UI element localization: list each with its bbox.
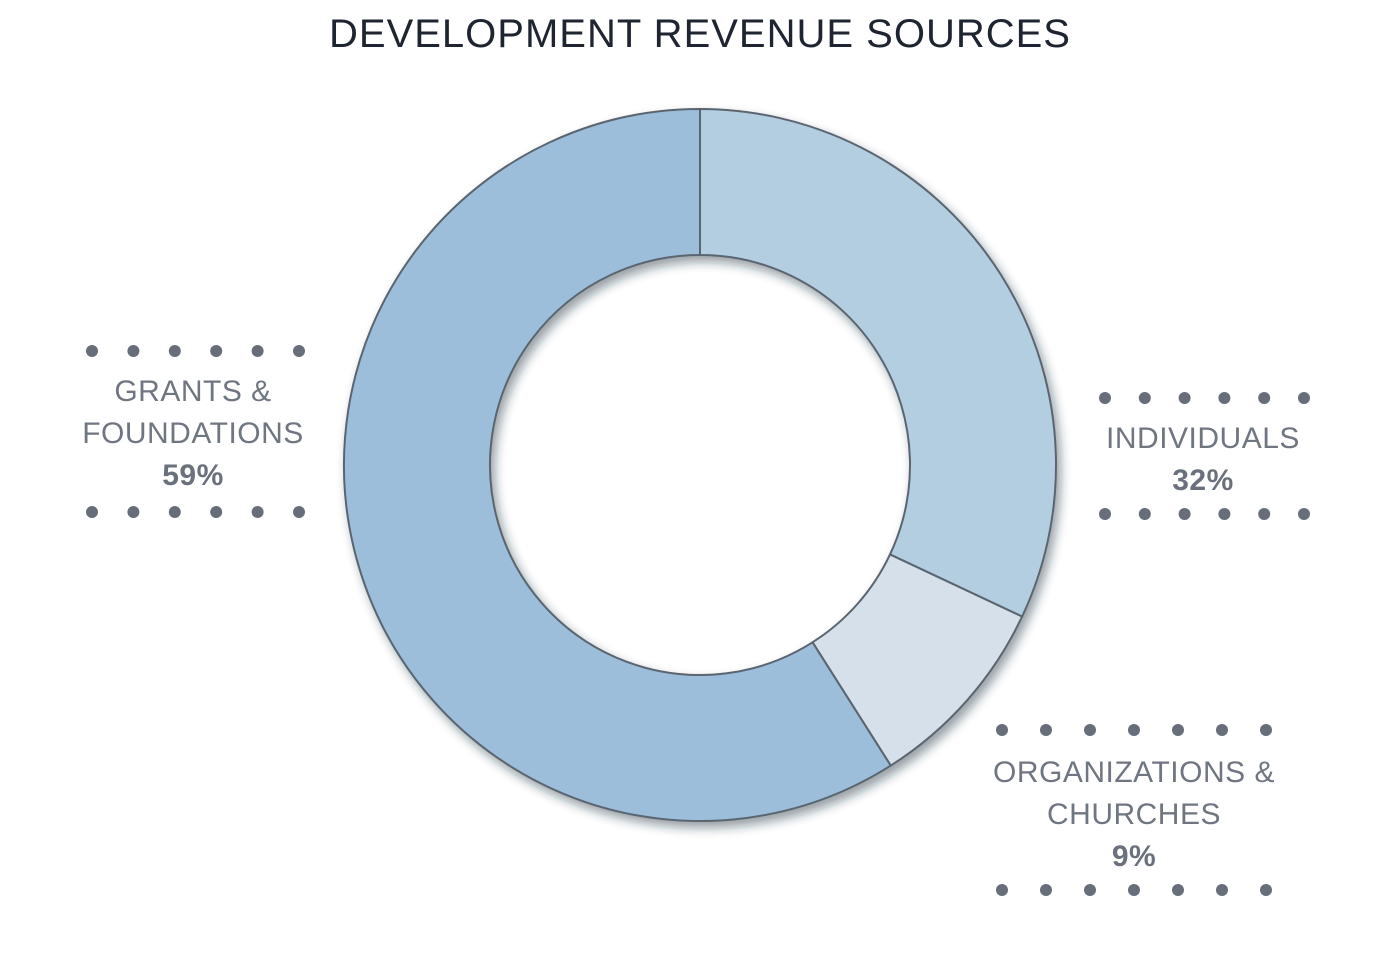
segment-label: GRANTS & FOUNDATIONS 59% <box>68 371 318 497</box>
dot-divider <box>293 345 305 357</box>
dot-divider <box>1099 508 1111 520</box>
dot-divider <box>1138 392 1151 404</box>
dot-divider <box>251 345 264 357</box>
dot-divider <box>1040 884 1052 896</box>
dot-divider <box>1128 724 1140 736</box>
dot-divider <box>1218 508 1231 520</box>
dot-divider <box>127 345 140 357</box>
dot-divider <box>1258 392 1271 404</box>
dot-divider <box>1084 884 1096 896</box>
dot-divider <box>1138 508 1151 520</box>
segment-label: INDIVIDUALS 32% <box>1073 418 1333 502</box>
dot-divider <box>996 884 1008 896</box>
dot-divider <box>1099 392 1111 404</box>
dot-divider <box>1218 392 1231 404</box>
chart-title: DEVELOPMENT REVENUE SOURCES <box>329 12 1071 56</box>
dot-divider <box>1172 724 1184 736</box>
dot-divider <box>293 506 305 518</box>
dot-divider <box>1298 508 1310 520</box>
dot-divider <box>1258 508 1271 520</box>
donut <box>343 107 1057 822</box>
dot-divider <box>210 506 223 518</box>
dot-divider <box>1260 884 1272 896</box>
dot-divider <box>86 506 98 518</box>
dot-divider <box>1260 724 1272 736</box>
dot-divider <box>996 724 1008 736</box>
dot-divider <box>1172 884 1184 896</box>
dot-divider <box>1178 508 1191 520</box>
dot-divider <box>1040 724 1052 736</box>
dot-divider <box>168 506 181 518</box>
dot-divider <box>1216 884 1228 896</box>
value-label: 32% <box>1172 464 1234 497</box>
dot-divider <box>1298 392 1310 404</box>
dot-divider <box>210 345 223 357</box>
dot-divider <box>1128 884 1140 896</box>
category-label: GRANTS & FOUNDATIONS <box>82 375 304 450</box>
dot-divider <box>168 345 181 357</box>
donut-segment <box>699 107 1057 618</box>
dot-divider <box>1084 724 1096 736</box>
donut-segment <box>343 107 893 822</box>
dot-divider <box>1178 392 1191 404</box>
dot-divider <box>86 345 98 357</box>
category-label: INDIVIDUALS <box>1106 422 1300 455</box>
dot-divider <box>1216 724 1228 736</box>
value-label: 59% <box>162 459 224 492</box>
dot-divider <box>251 506 264 518</box>
dot-divider <box>127 506 140 518</box>
segment-label: ORGANIZATIONS & CHURCHES 9% <box>989 752 1279 878</box>
value-label: 9% <box>1111 840 1157 873</box>
category-label: ORGANIZATIONS & CHURCHES <box>993 756 1275 831</box>
